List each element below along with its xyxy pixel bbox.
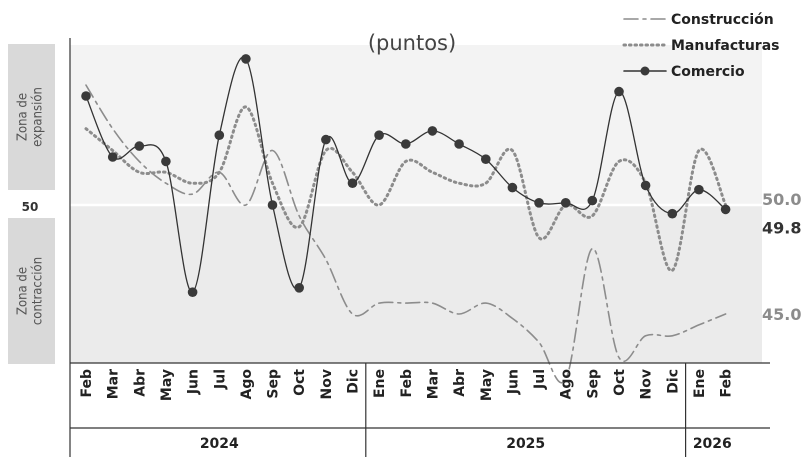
point-comercio-20 — [614, 86, 624, 97]
year-label-2025: 2025 — [506, 436, 545, 452]
series-line-manufacturas — [84, 105, 728, 272]
point-comercio-13 — [427, 126, 438, 136]
x-tick-label-9: Nov — [319, 369, 335, 399]
x-tick-label-17: Jul — [532, 369, 548, 390]
x-tick-label-7: Sep — [266, 369, 282, 399]
x-tick-label-6: Ago — [239, 369, 255, 400]
point-comercio-17 — [534, 198, 544, 208]
point-comercio-5 — [214, 130, 225, 140]
reference-label-50: 50 — [22, 200, 39, 214]
point-comercio-3 — [161, 156, 171, 167]
point-comercio-22 — [667, 208, 678, 219]
x-tick-label-0: Feb — [79, 369, 95, 398]
point-comercio-16 — [507, 182, 518, 193]
x-tick-label-4: Jun — [186, 369, 202, 395]
legend: Construcción Manufacturas Comercio — [622, 12, 780, 80]
point-comercio-12 — [401, 139, 411, 149]
series-layer — [81, 54, 731, 384]
point-comercio-4 — [187, 287, 198, 298]
point-comercio-11 — [374, 130, 384, 140]
expansion-zone-box — [8, 44, 55, 190]
x-tick-label-10: Dic — [346, 369, 362, 394]
x-tick-label-11: Ene — [372, 369, 388, 398]
x-tick-label-16: Jun — [505, 369, 521, 395]
point-comercio-14 — [454, 139, 464, 149]
x-tick-label-5: Jul — [212, 369, 228, 390]
point-comercio-19 — [587, 195, 598, 206]
expansion-band — [70, 45, 762, 205]
x-tick-label-15: May — [479, 369, 495, 401]
x-tick-label-14: Abr — [452, 369, 468, 397]
x-tick-label-1: Mar — [106, 369, 122, 399]
point-comercio-6 — [241, 54, 251, 64]
x-tick-label-12: Feb — [399, 369, 415, 398]
end-labels: 45.0 50.0 49.8 — [762, 190, 801, 324]
point-comercio-10 — [347, 178, 358, 188]
year-label-2026: 2026 — [693, 436, 732, 452]
contraction-zone-box — [8, 218, 55, 364]
legend-label-comercio: Comercio — [671, 64, 745, 80]
point-comercio-9 — [321, 134, 331, 145]
x-tick-label-2: Abr — [132, 369, 148, 397]
x-tick-label-24: Feb — [719, 369, 735, 398]
point-comercio-0 — [81, 91, 91, 101]
point-comercio-23 — [694, 184, 704, 195]
legend-label-construccion: Construcción — [671, 12, 774, 28]
x-tick-label-18: Ago — [559, 369, 575, 400]
point-comercio-18 — [560, 198, 571, 208]
x-tick-label-8: Oct — [292, 369, 308, 396]
series-line-construccion — [85, 84, 727, 384]
x-tick-label-13: Mar — [425, 369, 441, 399]
x-tick-label-23: Ene — [692, 369, 708, 398]
contraction-band — [70, 205, 762, 363]
chart-subtitle: (puntos) — [368, 31, 456, 55]
legend-label-manufacturas: Manufacturas — [671, 38, 780, 54]
legend-marker-comercio — [640, 66, 650, 76]
x-tick-label-3: May — [159, 369, 175, 401]
point-comercio-8 — [294, 283, 305, 293]
point-comercio-21 — [640, 180, 651, 191]
point-comercio-2 — [134, 141, 145, 151]
x-tick-label-20: Oct — [612, 369, 628, 396]
end-value-label-manufacturas: 50.0 — [762, 190, 801, 209]
x-tick-label-22: Dic — [665, 369, 681, 394]
point-comercio-24 — [720, 204, 731, 215]
x-tick-label-21: Nov — [639, 369, 655, 399]
year-label-2024: 2024 — [200, 436, 239, 452]
point-comercio-7 — [267, 200, 278, 210]
point-comercio-15 — [481, 154, 491, 164]
end-value-label-comercio: 49.8 — [762, 218, 801, 237]
x-tick-label-19: Sep — [585, 369, 601, 399]
end-value-label-construccion: 45.0 — [762, 305, 801, 324]
point-comercio-1 — [107, 152, 118, 162]
x-axis: Feb Mar Abr May Jun Jul Ago Sep Oct Nov Dic Ene Feb M… — [70, 362, 770, 457]
